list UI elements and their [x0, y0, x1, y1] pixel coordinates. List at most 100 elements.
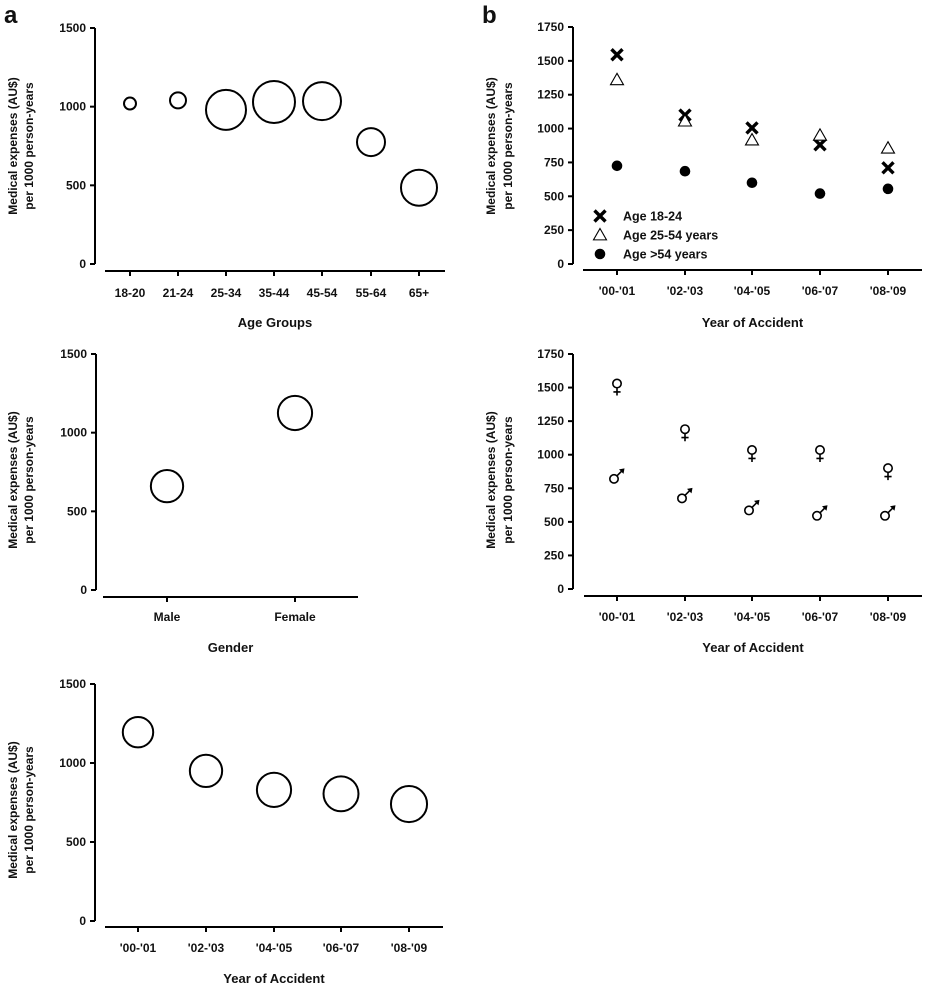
bubble-'02-'03 — [188, 753, 224, 789]
y-tick-label: 1500 — [60, 347, 87, 361]
legend-item: Age 25-54 years — [592, 227, 718, 243]
x-tick-label: '06-'07 — [802, 284, 839, 298]
x-axis-title: Year of Accident — [223, 971, 325, 986]
y-axis-title-line2: per 1000 person-years — [501, 416, 515, 544]
y-tick-label: 750 — [544, 481, 564, 495]
legend: Age 18-24 Age 25-54 years Age >54 years — [592, 209, 718, 262]
y-tick-label: 1000 — [59, 756, 86, 770]
x-tick-label: '06-'07 — [323, 941, 360, 955]
x-tick-label: '08-'09 — [870, 610, 907, 624]
y-tick-label: 1500 — [59, 677, 86, 691]
x-tick-label: '00-'01 — [120, 941, 157, 955]
data-point-x-marker — [813, 138, 827, 152]
x-tick-label: 25-34 — [211, 286, 242, 300]
y-tick-label: 1000 — [59, 100, 86, 114]
bubble-35-44 — [252, 79, 296, 124]
data-point-triangle-marker — [609, 72, 625, 86]
data-point-dot-marker — [814, 188, 826, 199]
series-male — [608, 468, 896, 521]
series-age-25-54-years — [609, 72, 896, 154]
data-point-male-symbol — [811, 505, 828, 521]
y-tick-label: 0 — [80, 583, 87, 597]
data-point-triangle-marker — [744, 132, 760, 146]
bubble-'08-'09 — [389, 785, 429, 824]
series-female — [611, 378, 893, 481]
data-point-male-symbol — [608, 468, 625, 484]
y-tick-label: 1500 — [537, 54, 564, 68]
y-axis-title-line2: per 1000 person-years — [22, 746, 36, 874]
x-tick-label: 45-54 — [307, 286, 338, 300]
legend-label: Age 18-24 — [623, 210, 682, 224]
panel-label-b: b — [482, 2, 497, 29]
data-point-dot-marker — [746, 177, 758, 189]
x-tick-label: '00-'01 — [599, 610, 636, 624]
x-axis-title: Year of Accident — [702, 640, 804, 655]
data-point-female-symbol — [746, 445, 757, 463]
y-tick-label: 1000 — [537, 448, 564, 462]
bubble-18-20 — [123, 96, 137, 111]
y-axis-title-line1: Medical expenses (AU$) — [6, 77, 20, 214]
y-axis-title-line2: per 1000 person-years — [22, 82, 36, 210]
data-point-triangle-marker — [812, 127, 828, 141]
chart-a2: 0 500 1000 1500 Male Female Gender Medical expe… — [6, 347, 358, 655]
x-tick-label: Female — [274, 610, 316, 624]
data-point-triangle-marker — [592, 227, 608, 241]
data-point-dot-marker — [594, 248, 606, 260]
y-tick-label: 250 — [544, 548, 564, 562]
series-age-18-24 — [610, 48, 895, 175]
data-point-x-marker — [610, 48, 624, 62]
data-point-female-symbol — [679, 424, 690, 442]
data-point-x-marker — [745, 121, 759, 135]
x-tick-label: Male — [154, 610, 181, 624]
chart-a1: 0 500 1000 1500 18-20 21-24 25-34 35-44 45-54 55-… — [6, 21, 445, 330]
legend-label: Age >54 years — [623, 248, 707, 262]
bubble-45-54 — [302, 81, 342, 122]
data-point-triangle-marker — [880, 140, 896, 154]
y-tick-label: 1500 — [59, 21, 86, 35]
data-point-female-symbol — [611, 378, 622, 396]
y-tick-label: 1000 — [537, 122, 564, 136]
y-tick-label: 0 — [79, 257, 86, 271]
bubble-25-34 — [205, 88, 247, 131]
y-tick-label: 1500 — [537, 381, 564, 395]
x-tick-label: '00-'01 — [599, 284, 636, 298]
data-point-dot-marker — [611, 160, 623, 172]
x-tick-label: '02-'03 — [188, 941, 225, 955]
y-tick-label: 500 — [544, 189, 564, 203]
bubble-'06-'07 — [322, 775, 360, 813]
x-tick-label: 35-44 — [259, 286, 290, 300]
y-tick-label: 250 — [544, 223, 564, 237]
data-point-dot-marker — [882, 183, 894, 195]
data-point-male-symbol — [879, 505, 896, 521]
chart-a3: 0 500 1000 1500 '00-'01 '02-'03 '04-'05 '06-'07… — [6, 677, 443, 986]
y-axis-title-line2: per 1000 person-years — [501, 82, 515, 210]
y-tick-label: 1250 — [537, 88, 564, 102]
panel-label-a: a — [4, 2, 18, 29]
bubble-Male — [149, 469, 185, 504]
legend-label: Age 25-54 years — [623, 229, 718, 243]
y-tick-label: 0 — [557, 257, 564, 271]
y-axis-title-line1: Medical expenses (AU$) — [6, 411, 20, 548]
bubble-21-24 — [169, 91, 187, 110]
y-tick-label: 1000 — [60, 426, 87, 440]
y-axis-title-line1: Medical expenses (AU$) — [484, 77, 498, 214]
y-axis-title-line2: per 1000 person-years — [22, 416, 36, 544]
x-tick-label: '08-'09 — [391, 941, 428, 955]
chart-b1: 0 250 500 750 1000 1250 1500 1750 '00-'01 '02-'03… — [484, 20, 922, 330]
y-tick-label: 500 — [544, 515, 564, 529]
data-point-female-symbol — [882, 463, 893, 481]
y-tick-label: 1750 — [537, 20, 564, 34]
data-point-male-symbol — [676, 487, 693, 504]
x-axis-title: Gender — [208, 640, 254, 655]
x-tick-label: '04-'05 — [734, 610, 771, 624]
x-tick-label: 21-24 — [163, 286, 194, 300]
chart-b2: 0 250 500 750 1000 1250 1500 1750 '00-'01 '02-'03… — [484, 347, 922, 655]
x-tick-label: 55-64 — [356, 286, 387, 300]
y-tick-label: 500 — [67, 504, 87, 518]
y-tick-label: 750 — [544, 155, 564, 169]
y-axis-title-line1: Medical expenses (AU$) — [484, 411, 498, 548]
y-tick-label: 1750 — [537, 347, 564, 361]
bubble-'04-'05 — [255, 771, 293, 808]
x-tick-label: 18-20 — [115, 286, 146, 300]
